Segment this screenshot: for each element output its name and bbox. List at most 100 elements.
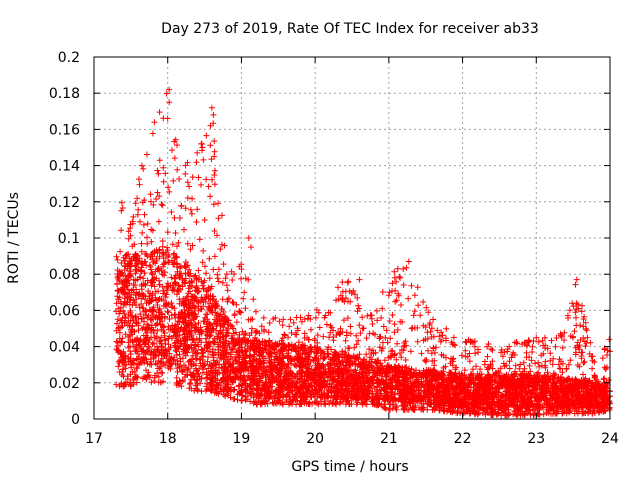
data-point <box>450 341 457 348</box>
data-point <box>201 217 208 223</box>
data-point <box>160 164 167 171</box>
data-point <box>281 331 288 338</box>
data-point <box>253 308 259 315</box>
data-point <box>196 236 203 243</box>
data-point <box>218 241 225 248</box>
data-point <box>134 355 141 362</box>
data-point <box>386 289 393 296</box>
data-point <box>156 109 163 116</box>
data-point <box>393 356 400 363</box>
data-point <box>517 410 524 417</box>
data-point <box>202 263 208 270</box>
data-point <box>471 343 478 350</box>
data-point <box>402 338 409 345</box>
data-point <box>387 335 394 342</box>
data-point <box>176 215 183 221</box>
data-point <box>144 234 150 241</box>
data-point <box>174 243 180 250</box>
data-point <box>212 167 218 174</box>
data-point <box>184 159 191 166</box>
data-point <box>489 347 496 354</box>
data-point <box>488 346 495 352</box>
data-point <box>484 353 491 360</box>
data-point <box>270 316 277 322</box>
data-point <box>210 266 217 273</box>
data-point <box>387 353 394 360</box>
data-point <box>159 202 166 209</box>
data-point <box>378 347 385 354</box>
data-point <box>341 317 347 324</box>
data-point <box>379 305 386 312</box>
data-point <box>197 380 204 387</box>
data-point <box>238 266 245 273</box>
data-point <box>370 350 377 357</box>
data-point <box>198 181 204 188</box>
data-point <box>579 410 586 417</box>
data-point <box>169 241 176 248</box>
data-point <box>219 296 226 303</box>
data-point <box>204 386 210 392</box>
data-point <box>139 375 146 382</box>
data-point <box>172 230 179 236</box>
data-point <box>529 343 536 350</box>
data-point <box>187 246 194 253</box>
data-point <box>154 327 161 334</box>
data-point <box>150 201 157 208</box>
data-point <box>514 340 521 347</box>
data-point <box>221 242 228 249</box>
data-point <box>414 324 421 331</box>
data-point <box>420 337 427 344</box>
data-point <box>154 189 161 196</box>
data-point <box>164 229 171 236</box>
data-point <box>462 353 469 360</box>
data-point <box>168 209 175 215</box>
data-point <box>466 410 473 417</box>
data-point <box>135 206 142 213</box>
data-point <box>544 369 551 376</box>
data-point <box>339 297 346 303</box>
data-point <box>400 343 407 350</box>
data-point <box>304 334 310 341</box>
data-point <box>195 174 202 181</box>
data-point <box>604 364 610 371</box>
data-point <box>188 210 195 217</box>
data-point <box>495 410 502 417</box>
data-point <box>173 374 180 381</box>
data-point <box>333 401 340 408</box>
data-point <box>240 295 247 302</box>
data-point <box>316 324 323 331</box>
data-point <box>193 219 200 225</box>
data-point <box>313 306 320 313</box>
data-point <box>159 243 166 250</box>
data-point <box>286 323 293 330</box>
data-point <box>420 298 427 305</box>
data-point <box>130 377 136 383</box>
data-point <box>335 329 342 335</box>
data-point <box>443 335 449 342</box>
data-point <box>167 344 174 351</box>
data-point <box>229 299 236 306</box>
data-point <box>225 295 232 302</box>
data-point <box>402 357 409 363</box>
data-point <box>559 369 566 376</box>
data-point <box>224 287 231 294</box>
data-point <box>391 321 398 328</box>
data-point <box>403 264 410 271</box>
data-point <box>327 309 334 316</box>
data-point <box>559 344 566 351</box>
data-point <box>222 393 229 400</box>
data-point <box>234 396 241 403</box>
data-point <box>158 369 165 376</box>
data-point <box>418 406 424 413</box>
data-point <box>424 406 431 413</box>
data-point <box>541 334 548 341</box>
data-point <box>438 329 445 336</box>
data-point <box>345 298 351 305</box>
data-point <box>436 333 443 340</box>
data-point <box>591 359 598 365</box>
data-point <box>582 409 589 416</box>
data-point <box>189 195 196 202</box>
data-point <box>193 159 200 166</box>
data-point <box>601 346 608 353</box>
data-point <box>346 401 353 408</box>
